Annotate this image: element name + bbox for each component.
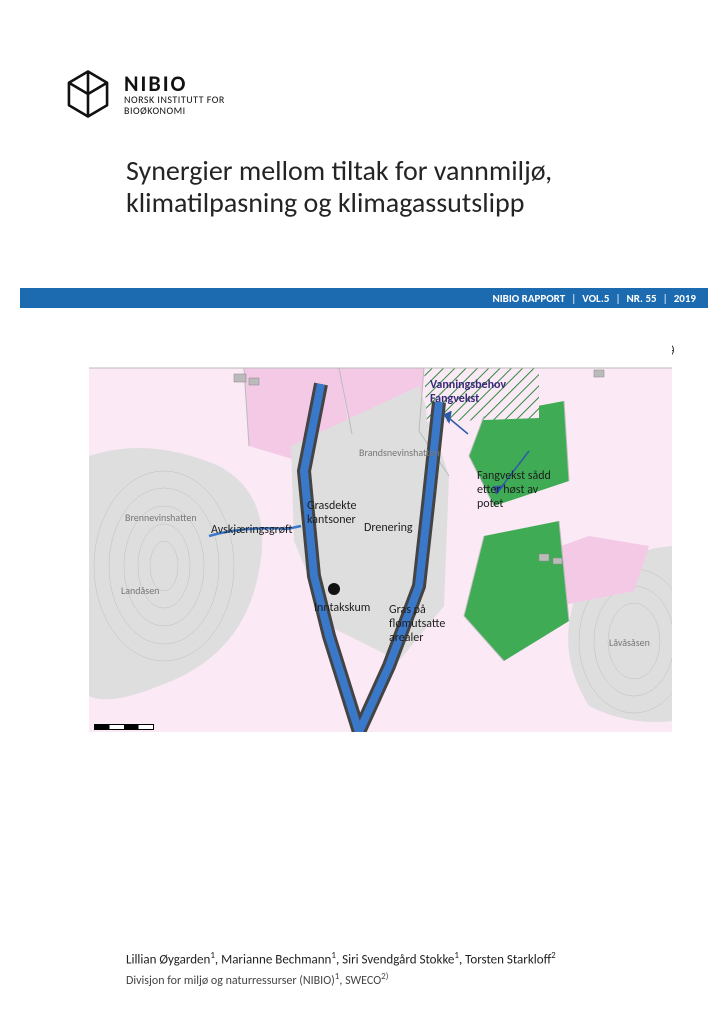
author-2: Marianne Bechmann — [221, 952, 331, 967]
logo-subtitle-2: BIOØKONOMI — [124, 106, 225, 117]
map-figure: Landåsen Brennevinshatten Låvåsåsen — [89, 326, 672, 732]
map-label-etter-host: etter høst av — [477, 483, 539, 497]
bar-sep: | — [571, 292, 576, 305]
map-label-inntakskum: Inntakskum — [314, 601, 370, 615]
map-label-avskj: Avskjæringsgrøft — [211, 523, 293, 537]
map-label-drenering: Drenering — [364, 521, 413, 535]
authors-block: Lillian Øygarden1, Marianne Bechmann1, S… — [126, 950, 646, 988]
bar-vol: VOL.5 — [582, 292, 609, 305]
bar-label: NIBIO RAPPORT — [492, 292, 565, 305]
map-label-graspa: Gras på — [389, 603, 426, 617]
map-label-landasen: Landåsen — [121, 584, 159, 597]
author-4: Torsten Starkloff — [465, 952, 551, 967]
bar-nr: NR. 55 — [627, 292, 657, 305]
map-label-fangvekst: Fangvekst — [430, 392, 479, 406]
map-scale-bar — [94, 724, 154, 730]
affil-1: Divisjon for miljø og naturressurser (NI… — [126, 974, 335, 988]
author-1: Lillian Øygarden — [126, 952, 210, 967]
bar-sep: | — [663, 292, 668, 305]
bar-year: 2019 — [674, 292, 696, 305]
author-3: Siri Svendgård Stokke — [342, 952, 454, 967]
map-label-kantsoner: kantsoner — [307, 513, 356, 527]
map-label-fangvekst-sadd: Fangvekst sådd — [477, 469, 551, 483]
report-series-bar: NIBIO RAPPORT | VOL.5 | NR. 55 | 2019 — [20, 288, 708, 308]
authors-line: Lillian Øygarden1, Marianne Bechmann1, S… — [126, 950, 646, 967]
map-label-grasdekte: Grasdekte — [307, 499, 357, 513]
affiliation-line: Divisjon for miljø og naturressurser (NI… — [126, 971, 646, 988]
map-label-brandsnevins: Brandsnevinshatten — [359, 446, 440, 459]
map-label-flomutsatte: flomutsatte — [389, 617, 445, 631]
nibio-logo-mark — [62, 68, 114, 120]
map-label-lavasen: Låvåsåsen — [609, 636, 650, 649]
bar-sep: | — [615, 292, 620, 305]
nibio-logo: NIBIO NORSK INSTITUTT FOR BIOØKONOMI — [62, 68, 225, 120]
report-title: Synergier mellom tiltak for vannmiljø, k… — [126, 155, 646, 219]
map-label-arealer: arealer — [389, 631, 423, 645]
map-label-vanningsbehov: Vanningsbehov — [430, 378, 506, 392]
affil-2: SWECO — [345, 974, 381, 988]
map-label-potet: potet — [477, 497, 503, 511]
logo-title: NIBIO — [124, 72, 225, 95]
map-label-brennevins: Brennevinshatten — [125, 511, 197, 524]
